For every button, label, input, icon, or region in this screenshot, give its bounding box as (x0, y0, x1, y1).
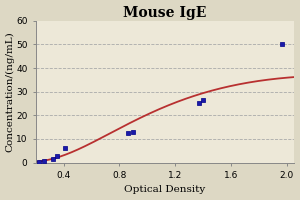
Point (63, 147, 68, 150)
Point (201, 98, 206, 102)
Point (280, 43, 285, 46)
Point (36, 160, 41, 163)
Y-axis label: Concentration/(ng/mL): Concentration/(ng/mL) (6, 31, 15, 152)
Point (54, 154, 59, 158)
Point (196, 102, 201, 105)
Point (131, 130, 136, 133)
Point (50, 157, 55, 161)
Point (125, 131, 130, 135)
Title: Mouse IgE: Mouse IgE (123, 6, 206, 20)
X-axis label: Optical Density: Optical Density (124, 185, 206, 194)
Point (42, 159, 47, 162)
